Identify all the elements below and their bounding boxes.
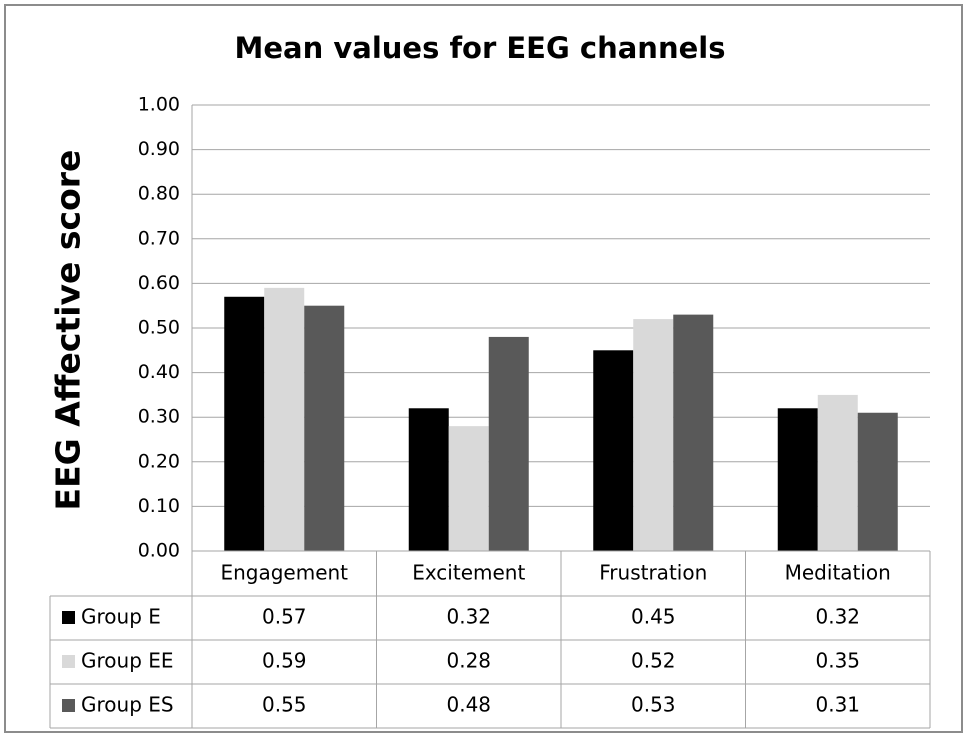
data-label: 0.28 bbox=[446, 649, 491, 673]
x-tick-label: Excitement bbox=[412, 561, 525, 585]
data-label: 0.48 bbox=[446, 693, 491, 717]
bar bbox=[633, 319, 674, 551]
data-label: 0.45 bbox=[631, 605, 676, 629]
data-label: 0.57 bbox=[262, 605, 307, 629]
y-tick-label: 0.50 bbox=[138, 317, 180, 339]
bar bbox=[224, 296, 265, 551]
bar bbox=[857, 412, 898, 551]
bar bbox=[593, 350, 634, 551]
y-tick-label: 0.70 bbox=[138, 227, 180, 249]
x-tick-label: Engagement bbox=[220, 561, 348, 585]
bar bbox=[448, 426, 489, 551]
bar bbox=[777, 408, 818, 551]
data-label: 0.55 bbox=[262, 693, 307, 717]
y-tick-label: 1.00 bbox=[138, 94, 180, 116]
chart-border bbox=[4, 4, 963, 733]
legend-swatch bbox=[62, 611, 75, 624]
data-label: 0.53 bbox=[631, 693, 676, 717]
data-label: 0.52 bbox=[631, 649, 676, 673]
y-tick-label: 0.30 bbox=[138, 406, 180, 428]
legend-label: Group EE bbox=[81, 649, 174, 673]
y-tick-label: 0.10 bbox=[138, 495, 180, 517]
y-tick-label: 0.20 bbox=[138, 450, 180, 472]
legend-label: Group E bbox=[81, 605, 161, 629]
bar bbox=[408, 408, 449, 551]
y-tick-label: 0.60 bbox=[138, 272, 180, 294]
data-label: 0.59 bbox=[262, 649, 307, 673]
y-tick-label: 0.90 bbox=[138, 138, 180, 160]
x-tick-label: Meditation bbox=[785, 561, 891, 585]
y-tick-label: 0.80 bbox=[138, 183, 180, 205]
bar bbox=[304, 305, 345, 551]
data-label: 0.31 bbox=[815, 693, 860, 717]
data-label: 0.35 bbox=[815, 649, 860, 673]
chart-title: Mean values for EEG channels bbox=[235, 31, 726, 65]
bar bbox=[488, 336, 529, 551]
y-tick-label: 0.00 bbox=[138, 540, 180, 562]
data-label: 0.32 bbox=[815, 605, 860, 629]
y-axis-label: EEG Affective score bbox=[49, 150, 88, 511]
legend-swatch bbox=[62, 655, 75, 668]
data-label: 0.32 bbox=[446, 605, 491, 629]
y-tick-label: 0.40 bbox=[138, 361, 180, 383]
bar bbox=[817, 394, 858, 551]
bar bbox=[264, 287, 305, 551]
legend-label: Group ES bbox=[81, 693, 174, 717]
legend-swatch bbox=[62, 699, 75, 712]
bar bbox=[673, 314, 714, 551]
x-tick-label: Frustration bbox=[599, 561, 707, 585]
